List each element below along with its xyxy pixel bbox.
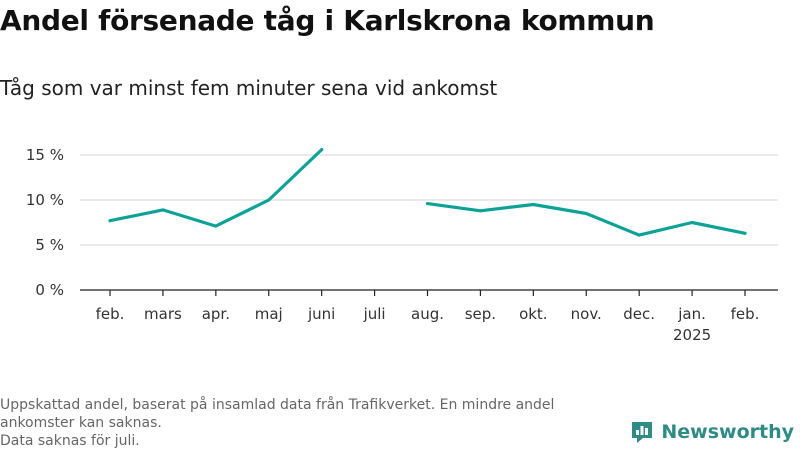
data-point [426, 202, 429, 206]
x-tick-label: feb. [96, 305, 125, 323]
series-line [425, 202, 747, 237]
x-tick-label: nov. [571, 305, 602, 323]
x-tick-label: jan. [677, 305, 706, 323]
series-line [108, 148, 324, 228]
data-point [214, 224, 218, 228]
data-point [320, 148, 324, 152]
data-point [161, 208, 165, 212]
y-tick-label: 0 % [35, 281, 64, 299]
data-point [267, 198, 271, 202]
chart-title: Andel försenade tåg i Karlskrona kommun [0, 4, 655, 37]
x-tick-label: okt. [519, 305, 548, 323]
brand-logo: Newsworthy [629, 419, 794, 445]
x-tick-label: dec. [623, 305, 655, 323]
data-point [690, 221, 694, 224]
data-point [743, 231, 747, 235]
data-point [108, 219, 112, 223]
newsworthy-logo-icon [632, 422, 653, 443]
x-tick-label: sep. [465, 305, 496, 323]
x-tick-label: maj [255, 305, 283, 323]
y-tick-label: 5 % [35, 236, 64, 254]
chart-subtitle: Tåg som var minst fem minuter sena vid a… [0, 76, 498, 100]
footer-missing-data-note: Data saknas för juli. [0, 433, 140, 449]
y-tick-label: 10 % [26, 191, 64, 209]
x-tick-label: juni [307, 305, 335, 323]
data-point [584, 212, 588, 215]
x-year-label: 2025 [673, 326, 711, 344]
chart-footer: Uppskattad andel, baserat på insamlad da… [0, 396, 630, 450]
data-point [637, 233, 641, 237]
x-tick-label: aug. [411, 305, 444, 323]
x-tick-label: feb. [731, 305, 760, 323]
data-point [531, 203, 535, 206]
y-tick-label: 15 % [26, 146, 64, 164]
x-tick-label: juli [363, 305, 386, 323]
brand-name: Newsworthy [661, 421, 794, 443]
x-tick-label: apr. [202, 305, 230, 323]
footer-note: Uppskattad andel, baserat på insamlad da… [0, 397, 555, 431]
data-point [478, 209, 482, 213]
x-tick-label: mars [144, 305, 182, 323]
